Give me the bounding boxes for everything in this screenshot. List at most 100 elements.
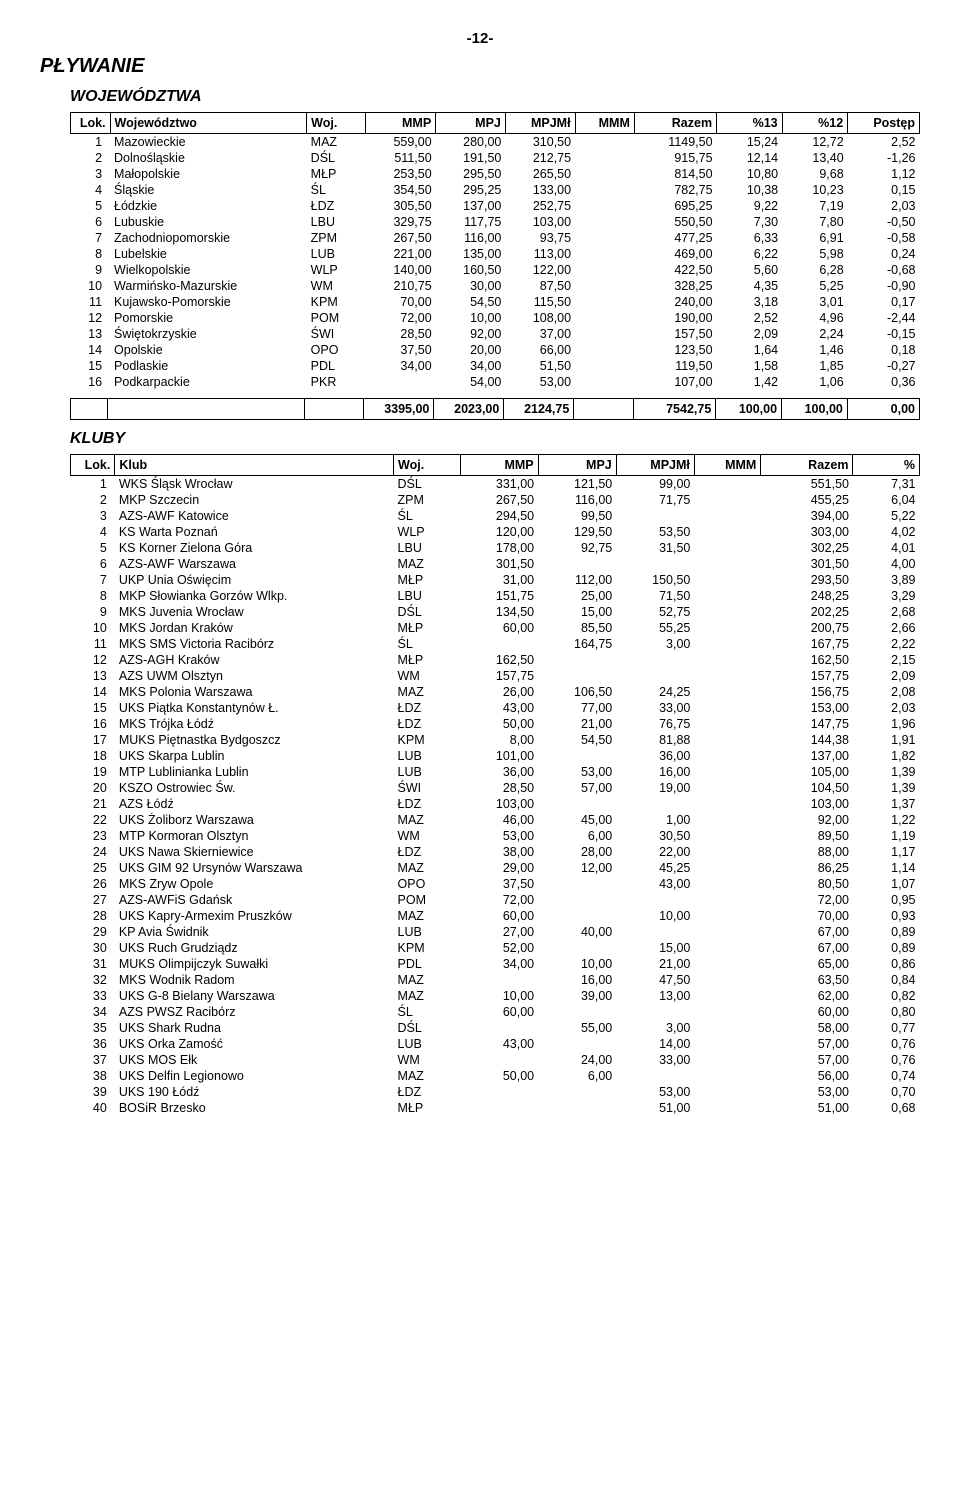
cell: OPO [394,876,460,892]
table-row: 11Kujawsko-PomorskieKPM70,0054,50115,502… [71,294,920,310]
cell: 7,31 [853,476,920,493]
cell [694,652,760,668]
cell: MAZ [394,988,460,1004]
cell [460,1020,538,1036]
cell [366,374,436,390]
cell: 120,00 [460,524,538,540]
cell: 21 [71,796,115,812]
cell: 1,37 [853,796,920,812]
col-header: %12 [782,113,848,134]
cell [694,796,760,812]
cell [694,492,760,508]
cell: ŚWI [307,326,366,342]
cell [538,556,616,572]
cell: 92,00 [761,812,853,828]
cell: 0,76 [853,1052,920,1068]
cell: 156,75 [761,684,853,700]
cell: 551,50 [761,476,853,493]
cell: 51,50 [505,358,575,374]
cell: MKS Zryw Opole [115,876,394,892]
table-row: 7ZachodniopomorskieZPM267,50116,0093,754… [71,230,920,246]
cell: UKS Shark Rudna [115,1020,394,1036]
cell [694,508,760,524]
table-row: 10MKS Jordan KrakówMŁP60,0085,5055,25200… [71,620,920,636]
cell: 0,95 [853,892,920,908]
cell [538,796,616,812]
cell: 167,75 [761,636,853,652]
cell: 3,18 [717,294,783,310]
col-header: Woj. [394,455,460,476]
cell: 107,00 [634,374,716,390]
cell: 7,80 [782,214,848,230]
cell [538,1084,616,1100]
cell [575,214,634,230]
cell: UKP Unia Oświęcim [115,572,394,588]
table-row: 19MTP Lublinianka LublinLUB36,0053,0016,… [71,764,920,780]
cell: 559,00 [366,134,436,151]
cell: 88,00 [761,844,853,860]
col-header: % [853,455,920,476]
cell: 15,24 [717,134,783,151]
cell: 1,64 [717,342,783,358]
cell: 455,25 [761,492,853,508]
table-row: 10Warmińsko-MazurskieWM210,7530,0087,503… [71,278,920,294]
cell [575,262,634,278]
cell: Pomorskie [110,310,307,326]
cell: 50,00 [460,1068,538,1084]
cell: 328,25 [634,278,716,294]
cell: MŁP [394,1100,460,1116]
cell: AZS-AWFiS Gdańsk [115,892,394,908]
cell: 12 [71,652,115,668]
cell: 0,17 [848,294,920,310]
cell: LBU [307,214,366,230]
cell: -1,26 [848,150,920,166]
cell [575,278,634,294]
cell: 24 [71,844,115,860]
cell: 140,00 [366,262,436,278]
cell: 116,00 [538,492,616,508]
cell: 24,00 [538,1052,616,1068]
cell: 53,00 [460,828,538,844]
cell: 354,50 [366,182,436,198]
table-row: 34AZS PWSZ RacibórzŚL60,0060,000,80 [71,1004,920,1020]
cell: MŁP [394,572,460,588]
cell: AZS Łódź [115,796,394,812]
cell: 34,00 [460,956,538,972]
cell: 20,00 [436,342,506,358]
cell: 2 [71,492,115,508]
cell: 92,75 [538,540,616,556]
cell: 71,75 [616,492,694,508]
cell: 469,00 [634,246,716,262]
cell: 60,00 [460,908,538,924]
cell: 0,82 [853,988,920,1004]
cell: 8 [71,588,115,604]
cell: 11 [71,636,115,652]
cell: 240,00 [634,294,716,310]
cell: LUB [394,924,460,940]
table-row: 3AZS-AWF KatowiceŚL294,5099,50394,005,22 [71,508,920,524]
cell: 26,00 [460,684,538,700]
cell: 1,85 [782,358,848,374]
table-row: 2MKP SzczecinZPM267,50116,0071,75455,256… [71,492,920,508]
table-row: 4KS Warta PoznańWLP120,00129,5053,50303,… [71,524,920,540]
table-row: 15UKS Piątka Konstantynów Ł.ŁDZ43,0077,0… [71,700,920,716]
cell: 54,50 [436,294,506,310]
cell: 25,00 [538,588,616,604]
cell [694,732,760,748]
cell: 2,68 [853,604,920,620]
table-row: 8MKP Słowianka Gorzów Wlkp.LBU151,7525,0… [71,588,920,604]
cell: Zachodniopomorskie [110,230,307,246]
cell: 10,00 [538,956,616,972]
cell: 56,00 [761,1068,853,1084]
cell: 814,50 [634,166,716,182]
cell: 0,86 [853,956,920,972]
cell: 22 [71,812,115,828]
table-row: 39UKS 190 ŁódźŁDZ53,0053,000,70 [71,1084,920,1100]
cell: Dolnośląskie [110,150,307,166]
cell: 394,00 [761,508,853,524]
cell: LUB [394,748,460,764]
cell: 37,00 [505,326,575,342]
cell: KP Avia Świdnik [115,924,394,940]
cell: 22,00 [616,844,694,860]
cell [616,1068,694,1084]
